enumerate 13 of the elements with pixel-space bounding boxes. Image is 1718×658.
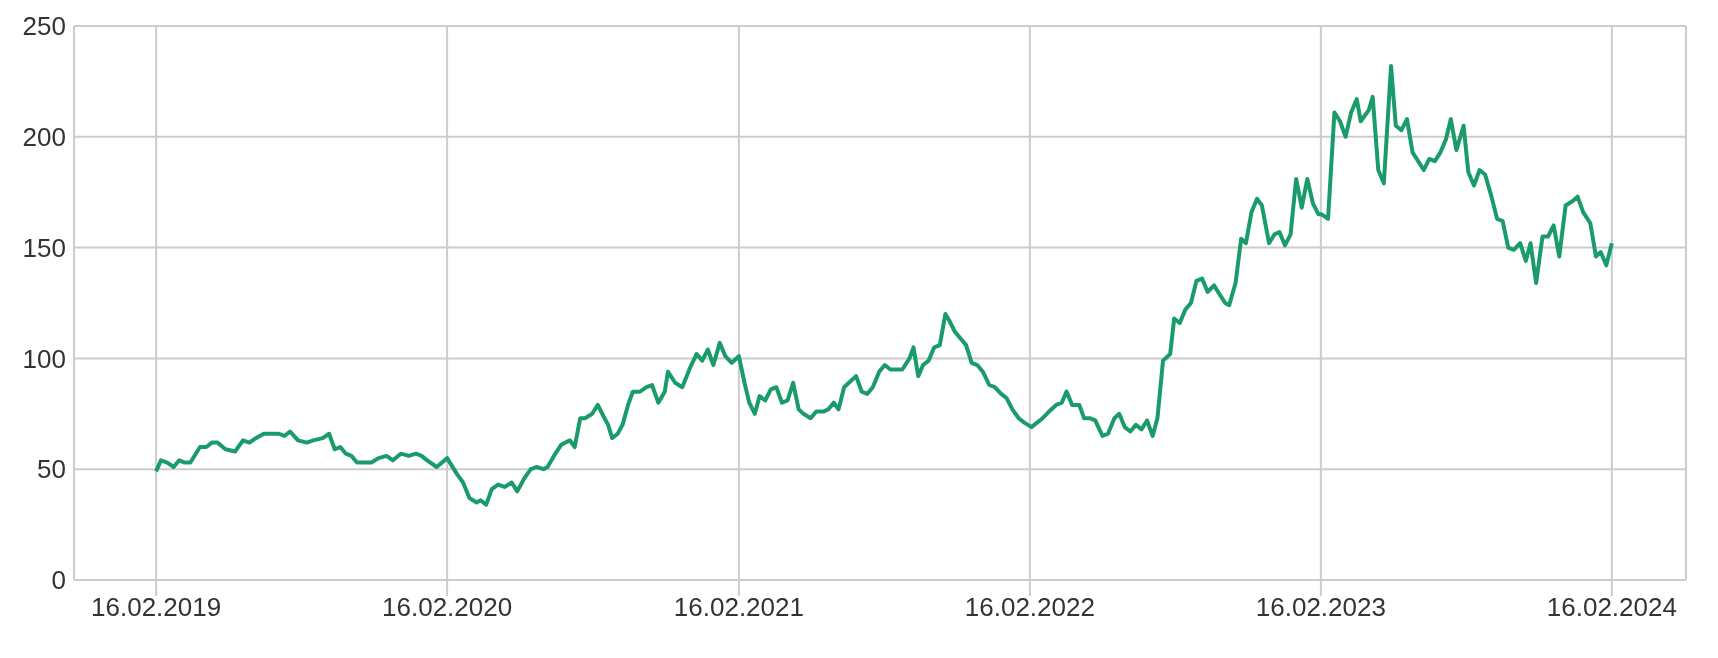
y-tick-label: 150	[22, 232, 66, 263]
line-series	[154, 63, 1614, 507]
y-tick-label: 250	[22, 11, 66, 42]
y-tick-label: 200	[22, 122, 66, 153]
x-tick-label: 16.02.2019	[91, 592, 222, 623]
x-tick-label: 16.02.2022	[964, 592, 1095, 623]
x-tick-label: 16.02.2023	[1255, 592, 1386, 623]
x-tick-label: 16.02.2021	[673, 592, 804, 623]
y-tick-label: 100	[22, 343, 66, 374]
y-tick-label: 0	[51, 565, 66, 596]
x-tick-label: 16.02.2020	[382, 592, 513, 623]
x-tick-label: 16.02.2024	[1546, 592, 1677, 623]
y-tick-label: 50	[37, 454, 66, 485]
